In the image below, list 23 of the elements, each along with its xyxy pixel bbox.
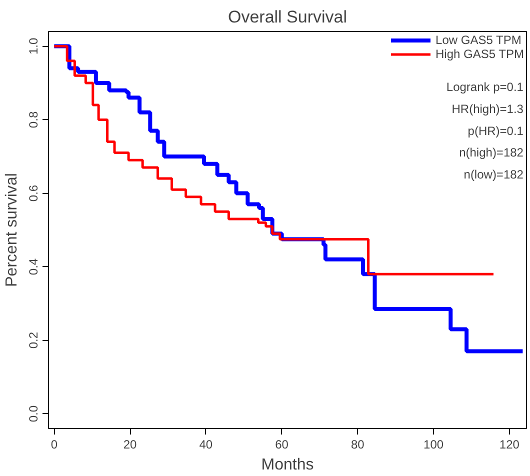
x-tick-label: 60 <box>275 438 289 452</box>
x-tick-label: 40 <box>199 438 213 452</box>
annotation: p(HR)=0.1 <box>468 124 524 138</box>
legend-label: Low GAS5 TPM <box>436 33 522 47</box>
x-tick-label: 100 <box>424 438 444 452</box>
annotation: Logrank p=0.1 <box>446 80 524 94</box>
annotation: n(low)=182 <box>464 167 524 182</box>
annotation: n(high)=182 <box>459 146 524 160</box>
x-axis-title: Months <box>261 456 314 474</box>
y-tick-label: 0.6 <box>26 184 40 202</box>
y-tick-label: 0.4 <box>26 258 40 276</box>
y-tick-label: 1.0 <box>26 38 40 55</box>
x-tick-label: 0 <box>50 438 58 452</box>
y-tick-label: 0.8 <box>26 111 40 128</box>
x-tick-label: 80 <box>351 438 365 452</box>
y-tick-label: 0.0 <box>26 405 40 422</box>
y-tick-label: 0.2 <box>26 332 40 349</box>
annotation: HR(high)=1.3 <box>452 102 524 116</box>
y-axis-title: Percent survival <box>4 173 20 287</box>
legend-label: High GAS5 TPM <box>436 47 524 61</box>
chart-title: Overall Survival <box>228 8 348 26</box>
x-tick-label: 120 <box>499 438 520 452</box>
x-tick-label: 20 <box>123 438 138 452</box>
